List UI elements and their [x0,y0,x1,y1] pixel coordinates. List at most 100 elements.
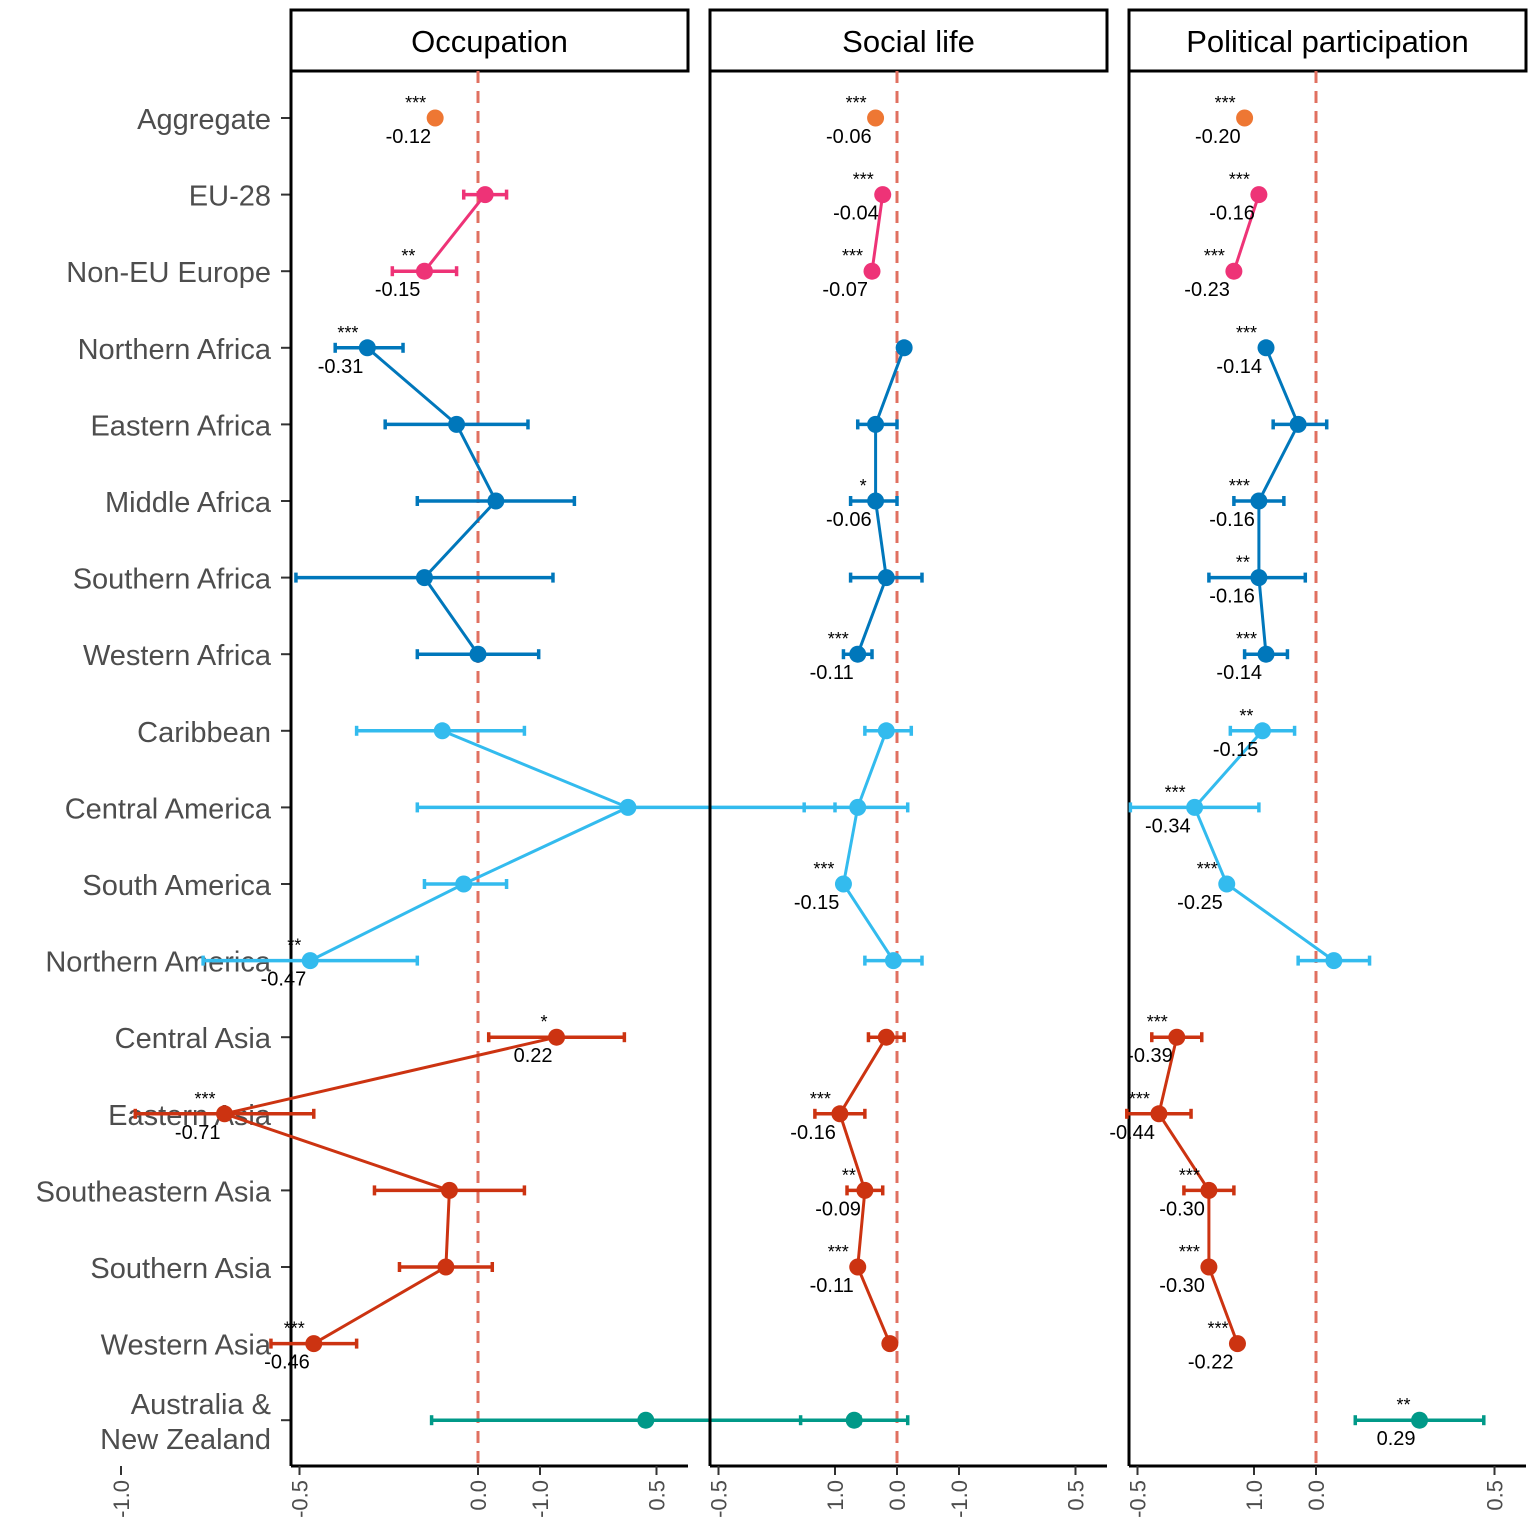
row-label: Australia & New Zealand [100,1389,271,1456]
data-label: -0.44 [1109,1122,1155,1144]
data-point [1168,1028,1186,1046]
data-label: -0.23 [1184,279,1230,301]
series-line-americas [841,730,895,962]
row-label: Northern Africa [78,334,272,366]
significance-label: *** [842,246,863,266]
panel-title: Occupation [411,24,568,59]
data-point [856,1181,874,1199]
data-point [867,415,885,433]
significance-label: ** [842,1165,856,1185]
data-point [433,722,451,740]
data-label: -0.30 [1159,1198,1205,1220]
data-label: -0.46 [264,1352,310,1374]
data-point [1250,569,1268,587]
data-point [849,645,867,663]
data-label: -0.34 [1145,815,1191,837]
significance-label: *** [828,629,849,649]
significance-label: *** [405,93,426,113]
data-point [895,339,913,357]
data-point [455,875,473,893]
data-point [881,1335,899,1353]
data-point [1150,1105,1168,1123]
data-point [1289,415,1307,433]
x-tick-label: 1.0 [823,1480,848,1511]
series-line-americas [309,729,632,962]
row-label-line: New Zealand [100,1424,271,1456]
significance-label: ** [1397,1395,1411,1415]
data-point [1325,952,1343,970]
data-point [1257,645,1275,663]
data-point [548,1028,566,1046]
row-label: Non-EU Europe [66,257,271,289]
data-label: -0.06 [826,509,872,531]
panel-political-participation: Political participation -1.0 -0.5 0.0 0.5 1.0… [947,8,1528,1518]
x-tick-label: -1.0 [947,1480,972,1518]
row-label: Southern Asia [90,1253,271,1285]
data-point [415,569,433,587]
significance-label: *** [1207,1319,1228,1339]
data-point [426,109,444,127]
data-point [1228,1335,1246,1353]
data-label: -0.16 [1209,509,1255,531]
significance-label: *** [1147,1012,1168,1032]
data-label: -0.39 [1127,1045,1173,1067]
data-point [834,875,852,893]
significance-label: *** [284,1319,305,1339]
data-label: -0.11 [810,1275,854,1297]
significance-label: *** [195,1089,216,1109]
data-label: -0.12 [386,126,432,148]
significance-label: ** [401,246,415,266]
data-point [1411,1411,1429,1429]
panel-title: Social life [842,24,975,59]
data-label: -0.22 [1188,1352,1234,1374]
data-point [1253,722,1271,740]
significance-label: *** [1197,859,1218,879]
row-label: South America [82,870,271,902]
data-point [1250,492,1268,510]
x-tick-label: 0.5 [1483,1480,1508,1511]
data-point [1225,262,1243,280]
data-point [849,798,867,816]
data-point [216,1105,234,1123]
row-label: Western Africa [83,640,272,672]
data-label: -0.25 [1177,892,1223,914]
data-point [415,262,433,280]
panel-social-life: Social life-1.0 -0.5 0.0 0.5 1.0***-0.06***-… [528,8,1267,1518]
series-line-americas [1192,729,1335,962]
data-label: -0.14 [1216,662,1262,684]
significance-label: ** [1236,553,1250,573]
data-label: -0.15 [1213,739,1259,761]
x-tick-label: -0.5 [707,1480,732,1518]
data-label: 0.29 [1377,1428,1416,1450]
significance-label: *** [1215,93,1236,113]
data-label: -0.31 [318,356,364,378]
x-tick-label: -1.0 [109,1480,134,1518]
x-tick-label: 0.0 [885,1480,910,1511]
data-point [1200,1258,1218,1276]
row-label: Middle Africa [105,487,272,519]
significance-label: * [541,1012,548,1032]
significance-label: *** [810,1089,831,1109]
data-label: -0.14 [1216,356,1262,378]
data-point [448,415,466,433]
x-tick-label: 0.5 [1064,1480,1089,1511]
significance-label: *** [1229,476,1250,496]
data-point [1236,109,1254,127]
data-point [440,1181,458,1199]
data-point [305,1335,323,1353]
significance-label: *** [1129,1089,1150,1109]
x-tick-label: 1.0 [1242,1480,1267,1511]
data-point [1186,798,1204,816]
panel-occupation: Occupation-1.0 -0.5 0.0 0.5 1.0***-0.12**-0.… [109,8,862,1518]
row-label: Western Asia [101,1330,272,1362]
data-point [301,952,319,970]
data-point [487,492,505,510]
significance-label: *** [853,170,874,190]
row-label-line: Australia & [131,1389,271,1421]
series-line-europe [423,193,487,273]
significance-label: *** [1229,170,1250,190]
data-point [845,1411,863,1429]
data-point [1257,339,1275,357]
data-label: -0.20 [1195,126,1241,148]
